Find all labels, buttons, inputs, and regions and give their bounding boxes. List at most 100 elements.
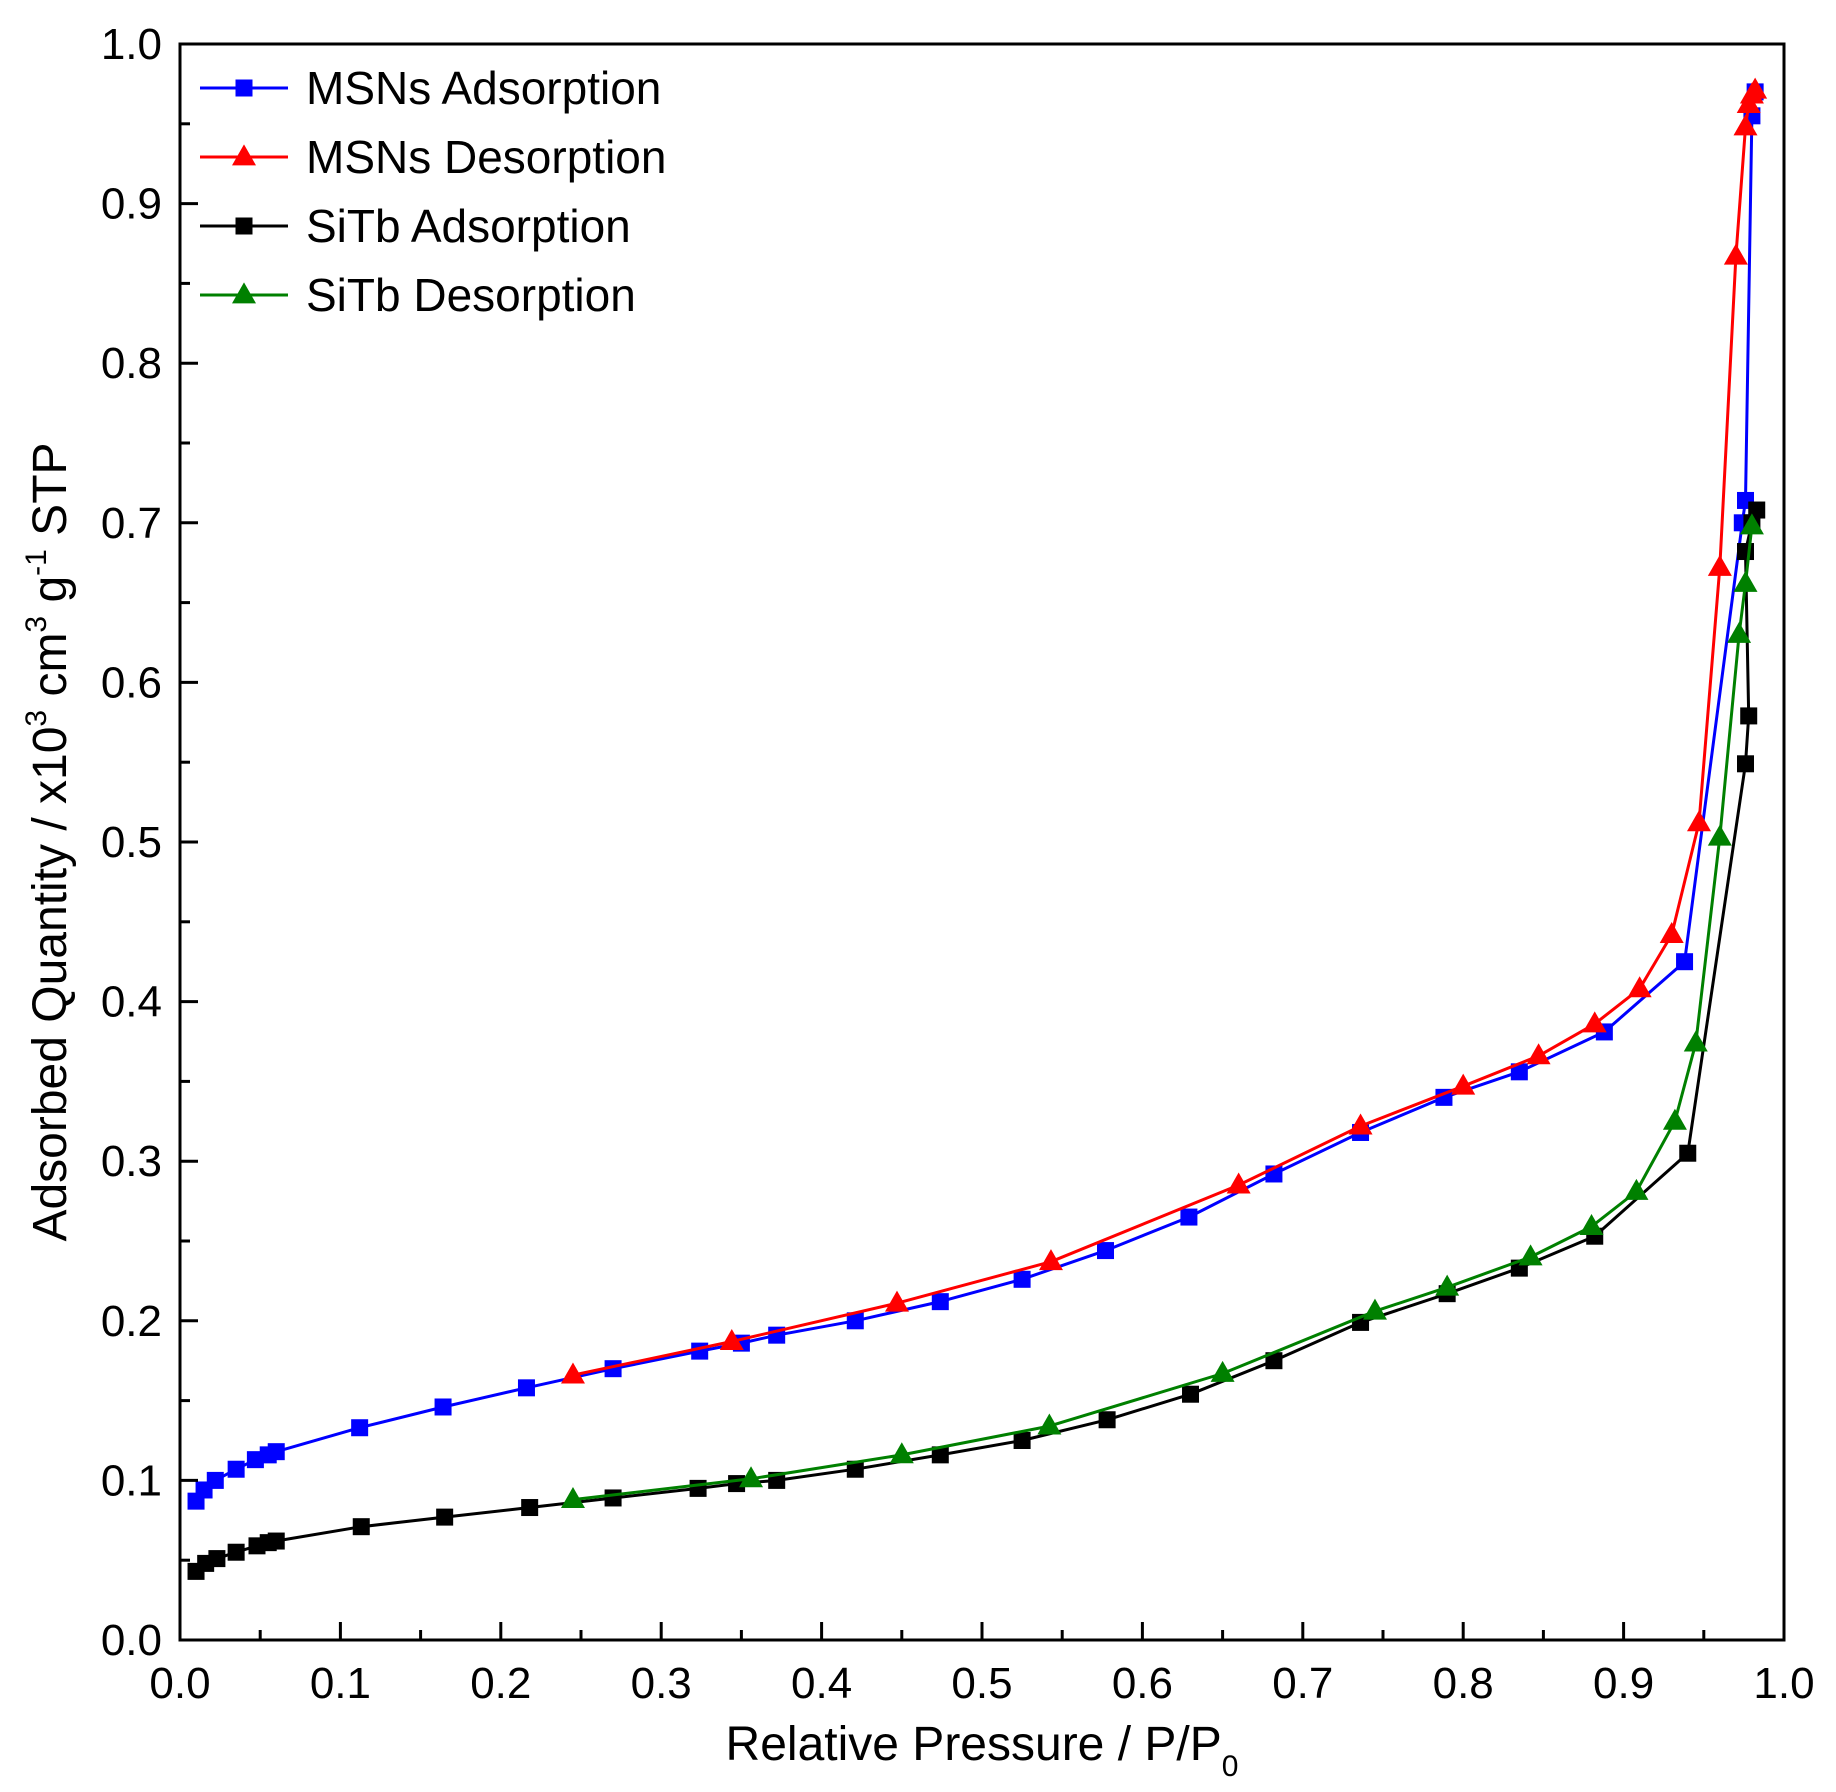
data-point-msns-adsorption (1180, 1208, 1198, 1226)
data-point-msns-desorption (884, 1290, 909, 1312)
data-point-sitb-adsorption (352, 1518, 370, 1536)
y-tick-label: 0.3 (101, 1137, 162, 1186)
data-point-sitb-adsorption (846, 1460, 864, 1478)
data-point-msns-adsorption (351, 1419, 369, 1437)
y-tick-labels: 0.0 0.1 0.2 0.3 0.4 0.5 0.6 0.7 0.8 0.9 1.0 (101, 20, 162, 1665)
data-point-sitb-adsorption (1679, 1144, 1697, 1162)
x-axis-title-subscript: 0 (1222, 1750, 1239, 1783)
x-tick-labels: 0.0 0.1 0.2 0.3 0.4 0.5 0.6 0.7 0.8 0.9 1.0 (149, 1659, 1814, 1708)
data-point-msns-desorption (1627, 976, 1652, 998)
data-point-sitb-desorption (1579, 1214, 1604, 1236)
data-point-sitb-desorption (1739, 513, 1764, 535)
data-point-sitb-desorption (1727, 621, 1752, 643)
data-point-sitb-adsorption (1265, 1352, 1283, 1370)
y-axis-title-sup-1: 3 (20, 710, 53, 727)
data-point-sitb-adsorption (227, 1543, 245, 1561)
data-point-msns-adsorption (1013, 1270, 1031, 1288)
x-axis-title-main: Relative Pressure / P/P (726, 1718, 1222, 1771)
data-point-msns-desorption (1526, 1043, 1551, 1065)
data-point-msns-desorption (1733, 114, 1758, 136)
data-point-msns-desorption (1038, 1249, 1063, 1271)
data-point-msns-adsorption (206, 1471, 224, 1489)
data-point-msns-adsorption (1510, 1063, 1528, 1081)
data-point-sitb-adsorption (689, 1479, 707, 1497)
data-point-sitb-desorption (739, 1466, 764, 1488)
plot-frame (178, 42, 1786, 1642)
data-point-msns-adsorption (227, 1460, 245, 1478)
data-point-msns-desorption (1582, 1011, 1607, 1033)
x-tick-label: 0.5 (951, 1659, 1012, 1708)
data-point-sitb-adsorption (1182, 1385, 1200, 1403)
series-msns-adsorption (187, 83, 1764, 1510)
data-point-sitb-desorption (1662, 1108, 1687, 1130)
legend-swatch-sitb-desorption (200, 282, 288, 304)
x-tick-label: 0.8 (1433, 1659, 1494, 1708)
x-tick-label: 0.9 (1593, 1659, 1654, 1708)
x-tick-label: 0.7 (1272, 1659, 1333, 1708)
data-point-msns-adsorption (517, 1379, 535, 1397)
data-point-sitb-adsorption (931, 1446, 949, 1464)
legend: MSNs Adsorption MSNs Desorption SiTb Ads… (200, 62, 666, 321)
data-point-msns-desorption (1686, 810, 1711, 832)
y-tick-label: 0.8 (101, 339, 162, 388)
y-tick-label: 0.0 (101, 1616, 162, 1665)
y-axis-title: Adsorbed Quantity / x103 cm3 g-1 STP (20, 442, 77, 1241)
legend-swatch-msns-desorption (200, 144, 288, 166)
data-point-sitb-adsorption (604, 1489, 622, 1507)
legend-item-sitb-desorption: SiTb Desorption (200, 269, 636, 321)
data-point-msns-desorption (1723, 243, 1748, 265)
legend-marker (235, 217, 253, 235)
y-axis-title-part-1: Adsorbed Quantity / x10 (24, 727, 77, 1242)
data-point-msns-adsorption (1097, 1242, 1115, 1260)
data-point-msns-desorption (560, 1362, 585, 1384)
data-point-msns-adsorption (691, 1342, 709, 1360)
data-point-msns-adsorption (267, 1443, 285, 1461)
legend-marker (232, 282, 256, 304)
data-point-msns-adsorption (434, 1398, 452, 1416)
data-point-msns-desorption (719, 1328, 744, 1350)
data-point-sitb-adsorption (1098, 1411, 1116, 1429)
y-axis-title-part-2: cm (24, 633, 77, 710)
data-point-sitb-adsorption (521, 1499, 539, 1517)
data-point-sitb-adsorption (1737, 543, 1755, 561)
legend-label-msns-desorption: MSNs Desorption (306, 131, 666, 183)
data-point-sitb-desorption (1210, 1360, 1235, 1382)
data-point-sitb-adsorption (436, 1508, 454, 1526)
data-point-msns-desorption (1226, 1172, 1251, 1194)
y-axis-title-part-3: g (24, 576, 77, 616)
data-point-msns-desorption (1736, 92, 1761, 114)
data-point-msns-desorption (1659, 921, 1684, 943)
data-point-msns-desorption (1451, 1073, 1476, 1095)
y-tick-label: 0.9 (101, 180, 162, 229)
y-tick-label: 0.7 (101, 499, 162, 548)
data-point-sitb-desorption (1518, 1244, 1543, 1266)
legend-item-msns-desorption: MSNs Desorption (200, 131, 666, 183)
data-point-msns-adsorption (1676, 953, 1694, 971)
legend-label-msns-adsorption: MSNs Adsorption (306, 62, 661, 114)
data-point-sitb-desorption (560, 1486, 585, 1508)
y-tick-label: 0.5 (101, 818, 162, 867)
x-tick-label: 0.4 (791, 1659, 852, 1708)
y-tick-label: 0.4 (101, 978, 162, 1027)
series-layer (187, 77, 1768, 1580)
data-point-sitb-adsorption (1013, 1432, 1031, 1449)
data-point-msns-desorption (1348, 1113, 1373, 1135)
data-point-msns-adsorption (846, 1312, 864, 1330)
y-axis-title-sup-2: 3 (20, 616, 53, 633)
data-point-sitb-adsorption (267, 1532, 285, 1550)
x-tick-label: 0.6 (1112, 1659, 1173, 1708)
data-point-sitb-desorption (1362, 1298, 1387, 1320)
y-axis-title-sup-3: -1 (20, 549, 53, 576)
series-msns-desorption (560, 77, 1768, 1384)
data-point-msns-desorption (1707, 554, 1732, 576)
series-line-sitb-desorption (572, 525, 1754, 1502)
y-tick-label: 1.0 (101, 20, 162, 69)
x-tick-label: 0.0 (149, 1659, 210, 1708)
data-point-msns-adsorption (246, 1451, 264, 1469)
x-tick-label: 1.0 (1753, 1659, 1814, 1708)
legend-label-sitb-adsorption: SiTb Adsorption (306, 200, 631, 252)
data-point-sitb-desorption (1624, 1178, 1649, 1200)
legend-marker (232, 144, 256, 166)
